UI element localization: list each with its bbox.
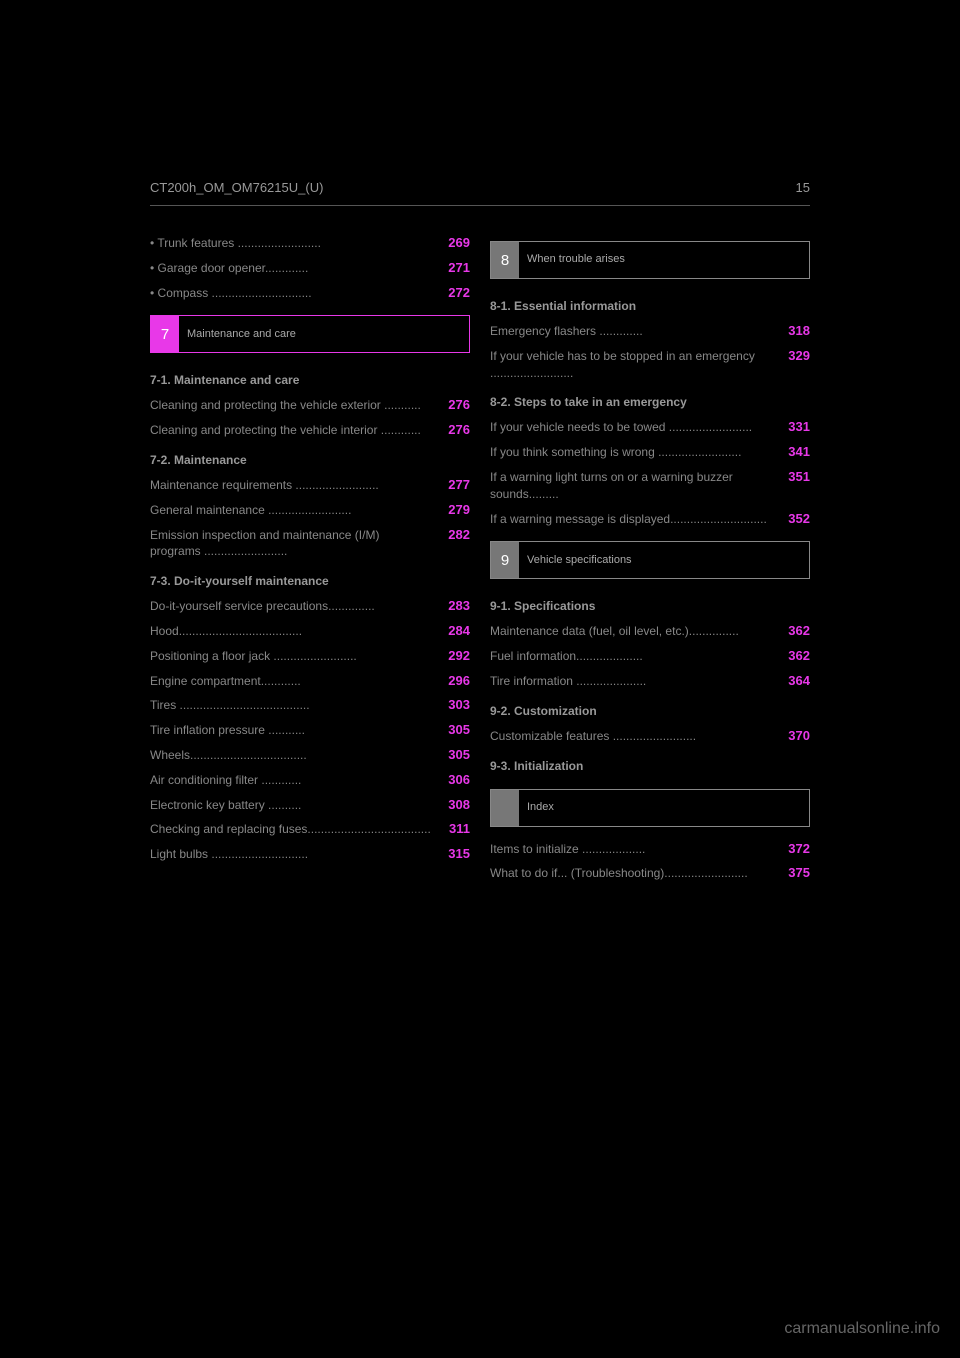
subsection-heading: 9-2. Customization: [490, 704, 810, 718]
toc-entry[interactable]: If your vehicle needs to be towed ......…: [490, 415, 810, 440]
toc-entry[interactable]: Electronic key battery .......... 308: [150, 793, 470, 818]
column-left: • Trunk features .......................…: [150, 231, 470, 886]
toc-entry[interactable]: • Compass ..............................…: [150, 281, 470, 306]
header-right: 15: [796, 180, 810, 195]
section-title: Maintenance and care: [179, 316, 469, 352]
toc-entry[interactable]: Light bulbs ............................…: [150, 842, 470, 867]
toc-entry[interactable]: Cleaning and protecting the vehicle exte…: [150, 393, 470, 418]
subsection-heading: 8-1. Essential information: [490, 299, 810, 313]
section-8-box[interactable]: 8 When trouble arises: [490, 241, 810, 279]
toc-entry[interactable]: If a warning light turns on or a warning…: [490, 465, 810, 507]
toc-entry[interactable]: Fuel information.................... 362: [490, 644, 810, 669]
toc-entry[interactable]: If you think something is wrong ........…: [490, 440, 810, 465]
toc-entry[interactable]: • Trunk features .......................…: [150, 231, 470, 256]
toc-entry[interactable]: Items to initialize ................... …: [490, 837, 810, 862]
section-7-box[interactable]: 7 Maintenance and care: [150, 315, 470, 353]
watermark: carmanualsonline.info: [784, 1320, 940, 1338]
section-number: 8: [491, 242, 519, 278]
header-left: CT200h_OM_OM76215U_(U): [150, 180, 323, 195]
toc-entry[interactable]: Emission inspection and maintenance (I/M…: [150, 523, 470, 565]
toc-entry[interactable]: General maintenance ....................…: [150, 498, 470, 523]
toc-entry[interactable]: Tire information ..................... 3…: [490, 669, 810, 694]
subsection-heading: 8-2. Steps to take in an emergency: [490, 395, 810, 409]
section-title: Vehicle specifications: [519, 542, 809, 578]
toc-entry[interactable]: Wheels..................................…: [150, 743, 470, 768]
toc-entry[interactable]: Engine compartment............ 296: [150, 669, 470, 694]
section-9-box[interactable]: 9 Vehicle specifications: [490, 541, 810, 579]
column-right: 8 When trouble arises 8-1. Essential inf…: [490, 231, 810, 886]
toc-entry[interactable]: Tire inflation pressure ........... 305: [150, 718, 470, 743]
toc-entry[interactable]: Tires ..................................…: [150, 693, 470, 718]
section-title: Index: [519, 790, 809, 826]
section-number: 9: [491, 542, 519, 578]
subsection-heading: 7-2. Maintenance: [150, 453, 470, 467]
subsection-heading: 7-1. Maintenance and care: [150, 373, 470, 387]
toc-entry[interactable]: Cleaning and protecting the vehicle inte…: [150, 418, 470, 443]
section-number: 7: [151, 316, 179, 352]
subsection-heading: 9-3. Initialization: [490, 759, 810, 773]
subsection-heading: 9-1. Specifications: [490, 599, 810, 613]
toc-entry[interactable]: Positioning a floor jack ...............…: [150, 644, 470, 669]
toc-entry[interactable]: Customizable features ..................…: [490, 724, 810, 749]
section-number: [491, 790, 519, 826]
toc-entry[interactable]: Maintenance data (fuel, oil level, etc.)…: [490, 619, 810, 644]
toc-entry[interactable]: Hood....................................…: [150, 619, 470, 644]
toc-entry[interactable]: If your vehicle has to be stopped in an …: [490, 344, 810, 386]
toc-entry[interactable]: If a warning message is displayed.......…: [490, 507, 810, 532]
toc-entry[interactable]: Air conditioning filter ............ 306: [150, 768, 470, 793]
toc-entry[interactable]: Emergency flashers ............. 318: [490, 319, 810, 344]
subsection-heading: 7-3. Do-it-yourself maintenance: [150, 574, 470, 588]
toc-entry[interactable]: Maintenance requirements ...............…: [150, 473, 470, 498]
toc-entry[interactable]: Do-it-yourself service precautions......…: [150, 594, 470, 619]
page-header: CT200h_OM_OM76215U_(U) 15: [150, 180, 810, 206]
toc-entry[interactable]: Checking and replacing fuses............…: [150, 817, 470, 842]
toc-entry[interactable]: • Garage door opener............. 271: [150, 256, 470, 281]
section-index-box[interactable]: Index: [490, 789, 810, 827]
toc-entry[interactable]: What to do if... (Troubleshooting)......…: [490, 861, 810, 886]
section-title: When trouble arises: [519, 242, 809, 278]
